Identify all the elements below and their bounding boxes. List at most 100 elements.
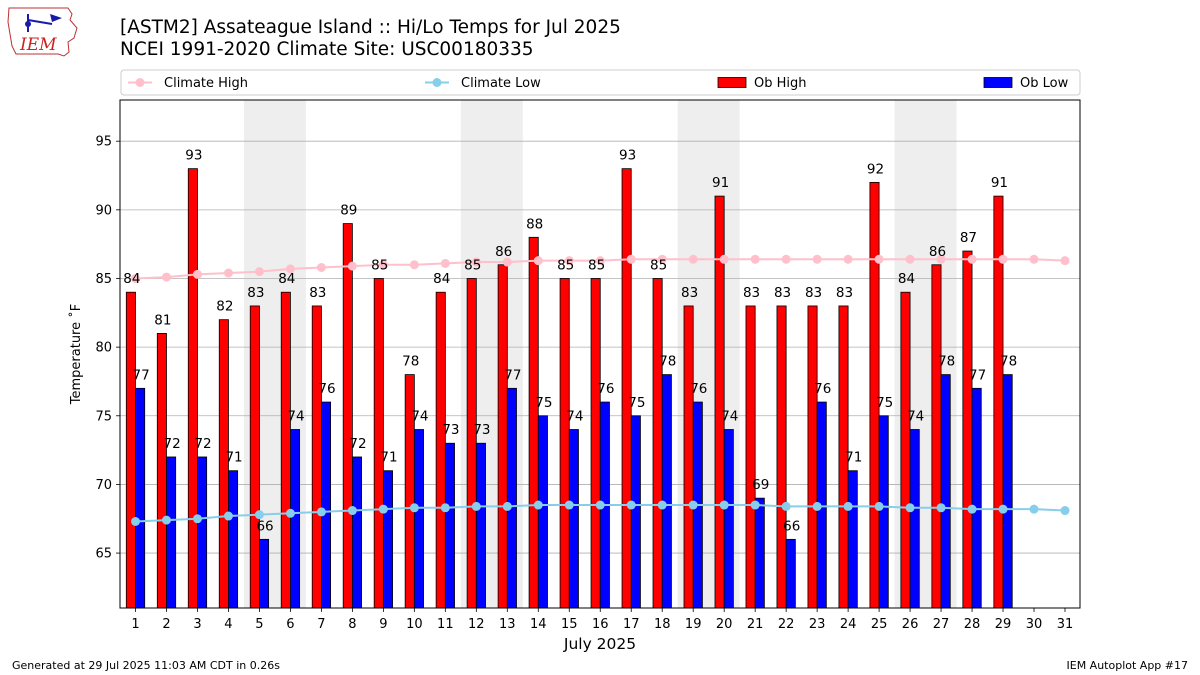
climate-low-point [595, 500, 605, 510]
x-tick-label: 17 [623, 617, 640, 632]
climate-high-point [936, 254, 946, 264]
x-tick-label: 22 [778, 617, 795, 632]
climate-low-point [378, 504, 388, 514]
ob-low-bar [940, 374, 951, 609]
y-tick-label: 75 [95, 409, 112, 424]
y-tick-label: 80 [95, 341, 112, 356]
climate-high-point [688, 254, 698, 264]
climate-low-point [936, 503, 946, 513]
ob-low-bar [290, 429, 301, 609]
y-tick-label: 85 [95, 272, 112, 287]
climate-low-point [440, 503, 450, 513]
ob-low-bar [1002, 374, 1013, 609]
ob-high-bar [497, 264, 508, 609]
ob-high-bar [900, 291, 911, 609]
x-tick-label: 19 [685, 617, 702, 632]
climate-high-point [378, 260, 388, 270]
ob-low-bar [754, 497, 765, 609]
x-tick-label: 8 [348, 617, 356, 632]
x-tick-label: 6 [286, 617, 294, 632]
ob-low-label: 76 [597, 381, 614, 397]
ob-high-label: 78 [402, 354, 419, 370]
climate-high-point [223, 268, 233, 278]
climate-high-point [161, 272, 171, 282]
ob-low-label: 69 [752, 477, 769, 493]
climate-high-point [440, 258, 450, 268]
ob-low-label: 74 [566, 409, 583, 425]
ob-high-label: 83 [743, 285, 760, 301]
x-tick-label: 29 [995, 617, 1012, 632]
climate-high-point [750, 254, 760, 264]
chart-title-line2: NCEI 1991-2020 Climate Site: USC00180335 [120, 39, 534, 60]
ob-low-label: 78 [1000, 354, 1017, 370]
climate-low-point [192, 514, 202, 524]
x-tick-label: 26 [902, 617, 919, 632]
ob-low-bar [506, 387, 517, 609]
chart-title: [ASTM2] Assateague Island :: Hi/Lo Temps… [120, 17, 621, 61]
climate-low-point [657, 500, 667, 510]
ob-high-bar [435, 291, 446, 609]
ob-high-bar [683, 305, 694, 609]
ob-high-label: 83 [836, 285, 853, 301]
climate-high-point [781, 254, 791, 264]
ob-high-label: 85 [588, 257, 605, 273]
x-tick-label: 13 [499, 617, 516, 632]
iem-logo: IEM [7, 7, 78, 57]
ob-high-bar [466, 278, 477, 609]
ob-high-label: 83 [681, 285, 698, 301]
x-tick-label: 1 [131, 617, 139, 632]
ob-high-label: 93 [185, 148, 202, 164]
ob-high-label: 86 [495, 244, 512, 260]
ob-low-label: 75 [535, 395, 552, 411]
climate-high-point [1029, 254, 1039, 264]
ob-low-label: 76 [814, 381, 831, 397]
ob-high-label: 84 [433, 271, 450, 287]
ob-low-bar [259, 538, 270, 609]
climate-low-point [533, 500, 543, 510]
ob-low-label: 72 [194, 436, 211, 452]
ob-low-label: 74 [907, 409, 924, 425]
climate-low-point [161, 515, 171, 525]
logo-dot [25, 21, 31, 27]
ob-high-label: 85 [557, 257, 574, 273]
ob-high-label: 85 [464, 257, 481, 273]
climate-high-point [595, 256, 605, 266]
climate-low-point [781, 501, 791, 511]
ob-low-bar [661, 374, 672, 609]
climate-high-point [843, 254, 853, 264]
ob-low-label: 71 [225, 450, 242, 466]
climate-high-point [347, 261, 357, 271]
ob-low-label: 77 [969, 367, 986, 383]
ob-high-bar [776, 305, 787, 609]
ob-high-label: 84 [123, 271, 140, 287]
x-tick-label: 18 [654, 617, 671, 632]
ob-low-label: 74 [287, 409, 304, 425]
x-tick-label: 16 [592, 617, 609, 632]
x-tick-label: 24 [840, 617, 857, 632]
climate-low-point [1060, 506, 1070, 516]
ob-high-label: 89 [340, 203, 357, 219]
climate-high-point [192, 269, 202, 279]
ob-low-bar [228, 470, 239, 609]
climate-high-point [131, 273, 140, 283]
ob-low-label: 76 [690, 381, 707, 397]
climate-low-point [254, 510, 264, 520]
climate-low-point [626, 500, 636, 510]
ob-high-label: 86 [929, 244, 946, 260]
climate-low-point [347, 506, 357, 516]
climate-low-point [688, 500, 698, 510]
climate-high-point [471, 257, 481, 267]
climate-low-point [874, 501, 884, 511]
ob-high-bar [745, 305, 756, 609]
climate-low-point [285, 508, 295, 518]
ob-high-bar [962, 250, 973, 609]
climate-low-point [564, 500, 574, 510]
chart-title-line1: [ASTM2] Assateague Island :: Hi/Lo Temps… [120, 17, 621, 38]
ob-low-label: 75 [876, 395, 893, 411]
ob-low-bar [197, 456, 208, 609]
ob-low-bar [971, 387, 982, 609]
ob-low-label: 74 [721, 409, 738, 425]
x-tick-label: 20 [716, 617, 733, 632]
ob-high-bar [125, 291, 136, 609]
x-tick-label: 15 [561, 617, 578, 632]
